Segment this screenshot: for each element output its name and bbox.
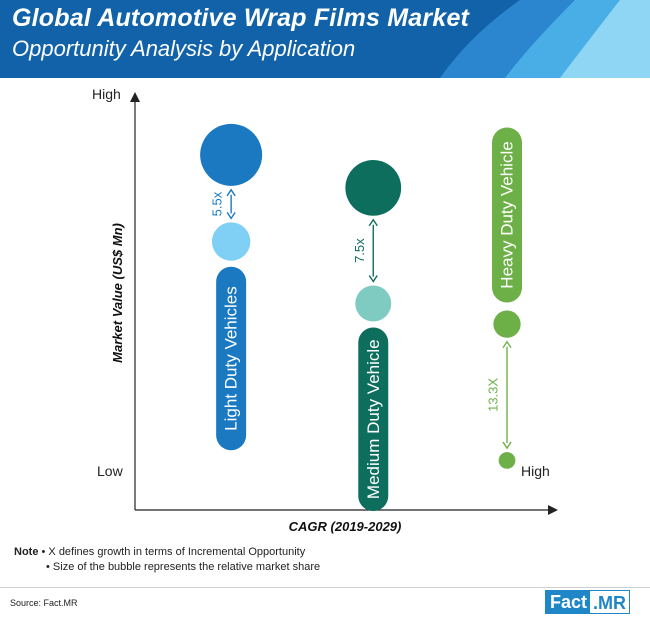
- y-tick-high: High: [92, 86, 121, 102]
- heavy-duty-vehicle-bubble-future: [498, 452, 516, 469]
- heavy-duty-vehicle-bubble-current: [493, 310, 521, 338]
- chart-marks: Light Duty Vehicles 5.5x Medium Duty Vehic…: [200, 123, 523, 511]
- light-duty-vehicles-growth-arrow-head-top: [226, 188, 236, 197]
- note-label: Note: [14, 546, 39, 558]
- chart-subtitle: Opportunity Analysis by Application: [12, 36, 356, 61]
- note-line-2: • Size of the bubble represents the rela…: [46, 561, 321, 573]
- medium-duty-vehicle-growth-arrow-head-top: [368, 218, 378, 227]
- header-background: [0, 0, 650, 78]
- light-duty-vehicles-bubble-future: [211, 222, 251, 261]
- heavy-duty-vehicle-growth-arrow-head-bottom: [502, 441, 512, 450]
- heavy-duty-vehicle-growth-arrow-head-top: [502, 340, 512, 349]
- medium-duty-vehicle-multiplier: 7.5x: [352, 238, 367, 263]
- bubble-chart: High Low High Market Value (US$ Mn) CAGR…: [92, 86, 558, 534]
- source-text: Source: Fact.MR: [10, 598, 78, 608]
- footer-divider: [0, 587, 650, 588]
- note: Note • X defines growth in terms of Incr…: [14, 545, 320, 575]
- x-tick-high: High: [521, 463, 550, 479]
- note-line-1: • X defines growth in terms of Increment…: [41, 546, 306, 558]
- light-duty-vehicles-label: Light Duty Vehicles: [222, 286, 241, 431]
- heavy-duty-vehicle-label: Heavy Duty Vehicle: [498, 141, 517, 288]
- light-duty-vehicles-growth-arrow-head-bottom: [226, 211, 236, 220]
- medium-duty-vehicle-label-pill: [358, 327, 389, 511]
- heavy-duty-vehicle-multiplier: 13.3X: [486, 378, 501, 412]
- logo-part-1: Fact: [545, 590, 590, 614]
- heavy-duty-vehicle-label-pill: [492, 127, 523, 303]
- medium-duty-vehicle-label: Medium Duty Vehicle: [364, 339, 383, 499]
- y-axis-label: Market Value (US$ Mn): [110, 223, 125, 363]
- chart-title: Global Automotive Wrap Films Market: [12, 4, 470, 32]
- factmr-logo: Fact .MR: [545, 590, 631, 614]
- medium-duty-vehicle-bubble-current: [345, 159, 402, 216]
- medium-duty-vehicle-growth-arrow-head-bottom: [368, 275, 378, 283]
- medium-duty-vehicle-bubble-future: [355, 285, 392, 322]
- header-banner: Global Automotive Wrap Films Market Oppo…: [0, 0, 650, 78]
- light-duty-vehicles-bubble-current: [200, 123, 263, 186]
- y-tick-low: Low: [97, 463, 124, 479]
- light-duty-vehicles-label-pill: [216, 266, 247, 451]
- light-duty-vehicles-multiplier: 5.5x: [210, 191, 225, 216]
- logo-part-2: .MR: [589, 590, 631, 614]
- x-axis-label: CAGR (2019-2029): [289, 519, 402, 534]
